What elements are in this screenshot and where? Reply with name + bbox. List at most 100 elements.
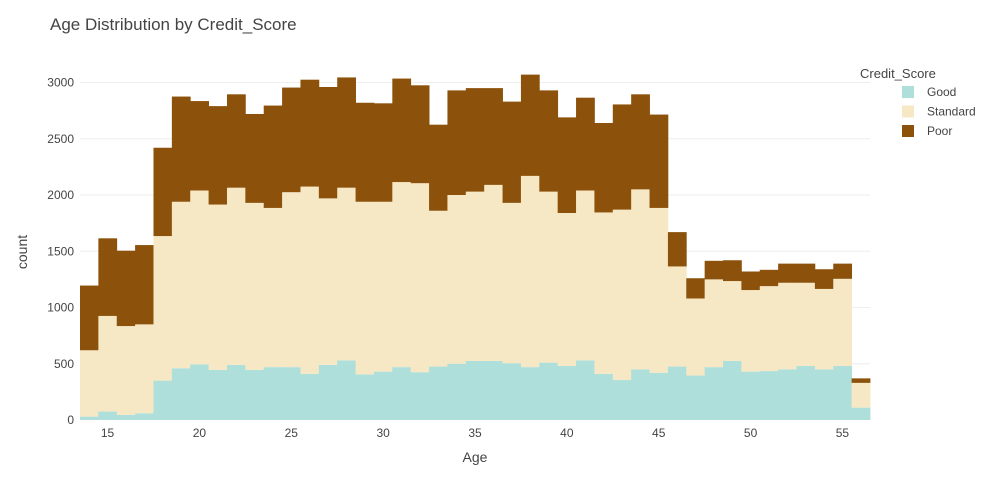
bar-poor-age-36[interactable] bbox=[484, 88, 503, 185]
bar-good-age-28[interactable] bbox=[337, 360, 356, 420]
bar-poor-age-34[interactable] bbox=[447, 90, 467, 195]
bar-standard-age-37[interactable] bbox=[502, 202, 522, 364]
bar-poor-age-42[interactable] bbox=[594, 123, 614, 213]
bar-good-age-50[interactable] bbox=[741, 371, 761, 420]
bar-good-age-52[interactable] bbox=[778, 369, 797, 420]
bar-poor-age-27[interactable] bbox=[318, 87, 338, 199]
bar-standard-age-52[interactable] bbox=[778, 282, 797, 370]
bar-standard-age-16[interactable] bbox=[116, 326, 136, 415]
bar-poor-age-41[interactable] bbox=[576, 97, 595, 191]
bar-poor-age-44[interactable] bbox=[631, 94, 650, 190]
bar-poor-age-45[interactable] bbox=[649, 114, 669, 208]
bar-standard-age-45[interactable] bbox=[649, 207, 669, 373]
bar-good-age-15[interactable] bbox=[98, 411, 118, 420]
bar-standard-age-40[interactable] bbox=[557, 213, 577, 366]
bar-poor-age-43[interactable] bbox=[612, 104, 632, 210]
bar-good-age-43[interactable] bbox=[612, 380, 632, 420]
bar-poor-age-31[interactable] bbox=[392, 78, 412, 183]
bar-poor-age-39[interactable] bbox=[539, 90, 559, 192]
bar-good-age-23[interactable] bbox=[245, 369, 265, 420]
bar-poor-age-17[interactable] bbox=[135, 245, 154, 325]
bar-good-age-44[interactable] bbox=[631, 369, 650, 420]
bar-good-age-37[interactable] bbox=[502, 363, 522, 420]
bar-poor-age-21[interactable] bbox=[208, 106, 228, 205]
bar-poor-age-33[interactable] bbox=[429, 124, 448, 211]
bar-good-age-48[interactable] bbox=[704, 367, 724, 420]
bar-good-age-36[interactable] bbox=[484, 360, 503, 420]
bar-good-age-27[interactable] bbox=[318, 364, 338, 420]
bar-poor-age-14[interactable] bbox=[80, 285, 99, 351]
bar-standard-age-49[interactable] bbox=[723, 281, 742, 361]
bar-good-age-54[interactable] bbox=[814, 369, 834, 420]
bar-standard-age-44[interactable] bbox=[631, 189, 650, 370]
bar-standard-age-50[interactable] bbox=[741, 290, 761, 372]
bar-standard-age-34[interactable] bbox=[447, 195, 467, 364]
bar-poor-age-15[interactable] bbox=[98, 238, 118, 316]
bar-poor-age-46[interactable] bbox=[667, 232, 687, 267]
bar-good-age-49[interactable] bbox=[723, 360, 742, 420]
bar-standard-age-35[interactable] bbox=[465, 191, 485, 361]
bar-poor-age-53[interactable] bbox=[796, 263, 816, 283]
bar-standard-age-20[interactable] bbox=[190, 190, 210, 365]
bar-standard-age-43[interactable] bbox=[612, 209, 632, 381]
bar-standard-age-36[interactable] bbox=[484, 184, 503, 361]
bar-standard-age-24[interactable] bbox=[263, 207, 283, 368]
bar-standard-age-30[interactable] bbox=[373, 201, 393, 372]
legend[interactable]: Credit_Score Good Standard Poor bbox=[860, 66, 976, 138]
bar-good-age-30[interactable] bbox=[373, 371, 393, 420]
bar-good-age-45[interactable] bbox=[649, 372, 669, 420]
bar-standard-age-33[interactable] bbox=[429, 210, 448, 367]
bar-standard-age-15[interactable] bbox=[98, 315, 118, 412]
legend-item-poor[interactable]: Poor bbox=[902, 124, 952, 138]
bar-good-age-29[interactable] bbox=[355, 374, 375, 420]
bar-standard-age-22[interactable] bbox=[226, 187, 246, 365]
bar-poor-age-24[interactable] bbox=[263, 105, 283, 208]
bar-standard-age-14[interactable] bbox=[80, 350, 99, 417]
bar-poor-age-55[interactable] bbox=[833, 263, 853, 279]
bar-standard-age-54[interactable] bbox=[814, 288, 834, 370]
bar-standard-age-41[interactable] bbox=[576, 190, 595, 361]
bar-poor-age-20[interactable] bbox=[190, 101, 210, 191]
bar-poor-age-28[interactable] bbox=[337, 77, 356, 188]
bar-poor-age-48[interactable] bbox=[704, 260, 724, 280]
bar-good-age-17[interactable] bbox=[135, 413, 154, 420]
bar-good-age-38[interactable] bbox=[520, 367, 540, 420]
bar-good-age-39[interactable] bbox=[539, 362, 559, 420]
bar-good-age-19[interactable] bbox=[171, 368, 191, 420]
bar-good-age-46[interactable] bbox=[667, 366, 687, 420]
bar-good-age-42[interactable] bbox=[594, 373, 614, 420]
bar-poor-age-50[interactable] bbox=[741, 271, 761, 291]
bar-standard-age-25[interactable] bbox=[282, 192, 301, 368]
bar-poor-age-26[interactable] bbox=[300, 79, 320, 187]
bar-poor-age-32[interactable] bbox=[410, 85, 430, 184]
bar-good-age-47[interactable] bbox=[686, 375, 706, 420]
bar-standard-age-53[interactable] bbox=[796, 282, 816, 366]
bar-good-age-16[interactable] bbox=[116, 414, 136, 420]
bar-poor-age-22[interactable] bbox=[226, 94, 246, 188]
bar-standard-age-56[interactable] bbox=[851, 382, 871, 408]
bar-standard-age-55[interactable] bbox=[833, 278, 853, 366]
bar-poor-age-47[interactable] bbox=[686, 278, 706, 299]
bar-standard-age-42[interactable] bbox=[594, 212, 614, 374]
bar-good-age-22[interactable] bbox=[226, 364, 246, 420]
bar-standard-age-46[interactable] bbox=[667, 266, 687, 367]
bar-standard-age-31[interactable] bbox=[392, 182, 412, 368]
bar-good-age-21[interactable] bbox=[208, 369, 228, 420]
bar-good-age-18[interactable] bbox=[153, 380, 173, 420]
bar-good-age-24[interactable] bbox=[263, 367, 283, 420]
bar-poor-age-54[interactable] bbox=[814, 269, 834, 289]
bar-poor-age-51[interactable] bbox=[759, 269, 779, 287]
bar-good-age-53[interactable] bbox=[796, 366, 816, 420]
bar-good-age-34[interactable] bbox=[447, 363, 467, 420]
bar-good-age-41[interactable] bbox=[576, 360, 595, 420]
bar-standard-age-17[interactable] bbox=[135, 324, 154, 414]
bar-standard-age-48[interactable] bbox=[704, 279, 724, 368]
bar-good-age-40[interactable] bbox=[557, 366, 577, 420]
bar-standard-age-47[interactable] bbox=[686, 298, 706, 376]
bar-poor-age-37[interactable] bbox=[502, 101, 522, 203]
bar-poor-age-49[interactable] bbox=[723, 260, 742, 282]
bar-standard-age-29[interactable] bbox=[355, 201, 375, 375]
bar-poor-age-25[interactable] bbox=[282, 87, 301, 193]
bar-good-age-33[interactable] bbox=[429, 366, 448, 420]
bar-standard-age-38[interactable] bbox=[520, 175, 540, 368]
